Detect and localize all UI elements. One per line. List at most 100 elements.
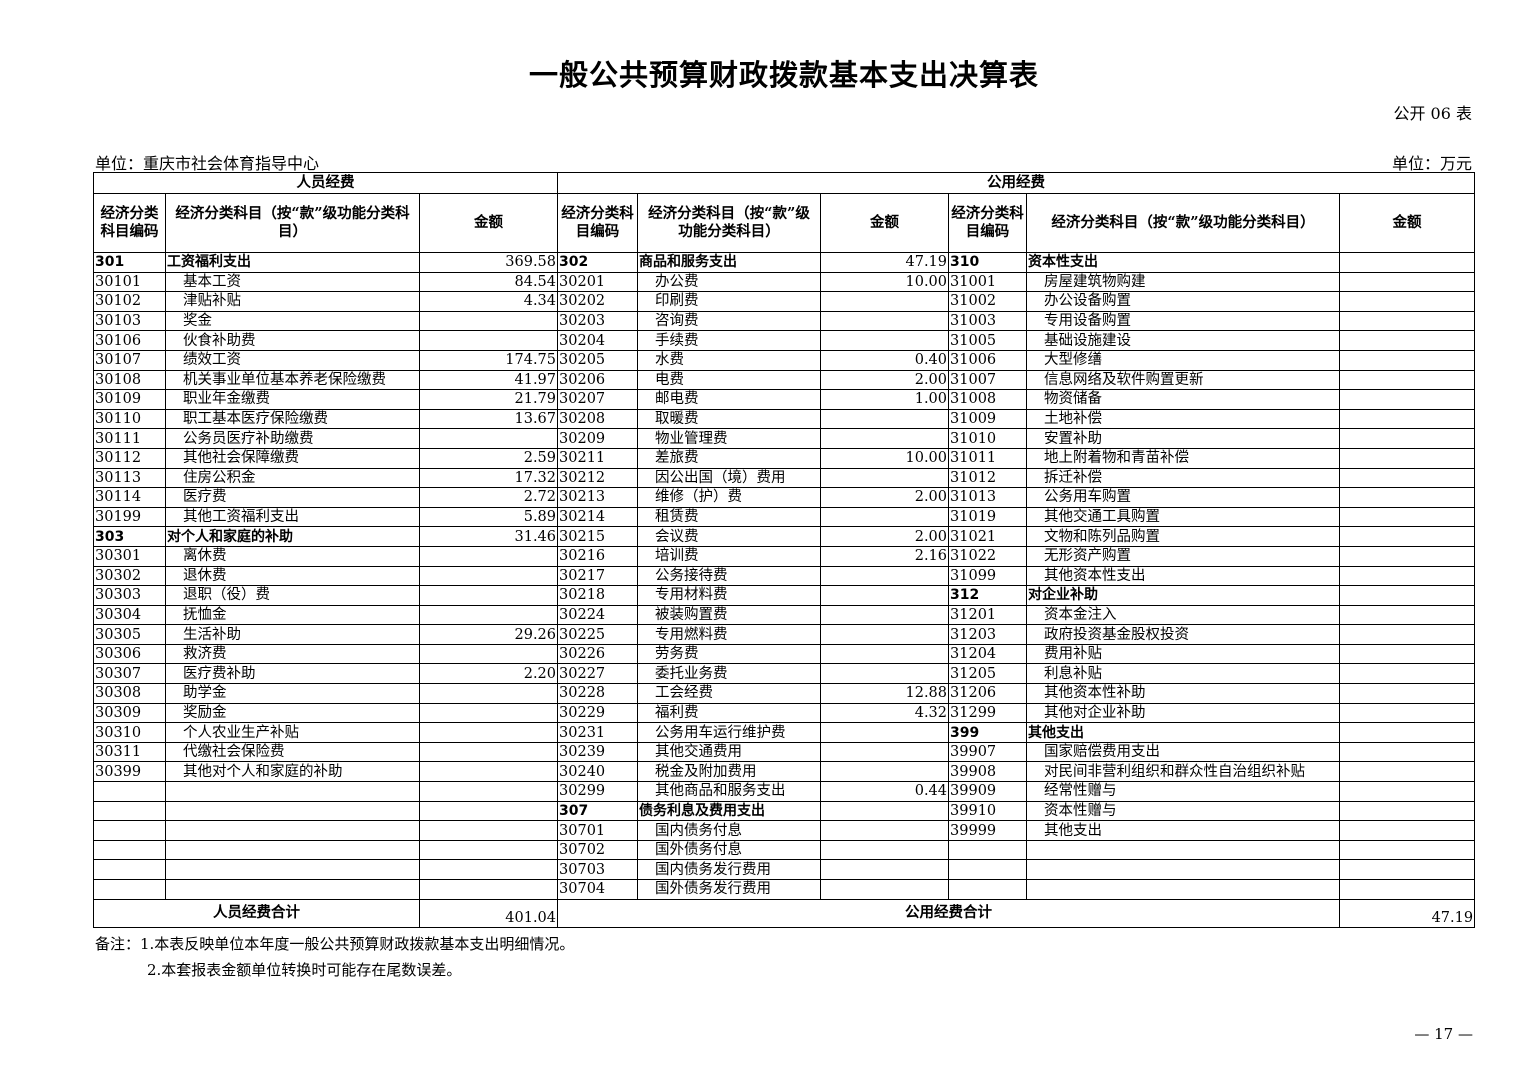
item-name: 其他支出 [1026, 820, 1341, 841]
table-row: 30306 救济费 30226 劳务费 31204 费用补贴 [93, 643, 1476, 665]
item-amount [820, 467, 950, 489]
item-code: 30399 [93, 761, 166, 783]
item-amount [820, 800, 950, 822]
table-row: 301 工资福利支出 369.58 302 商品和服务支出 47.19 310 资本性支出 [93, 252, 1476, 273]
item-code: 30216 [557, 545, 639, 567]
item-name: 地上附着物和青苗补偿 [1026, 447, 1341, 469]
item-amount [418, 722, 559, 743]
item-code: 31203 [948, 624, 1028, 645]
code-header: 经济分类科目编码 [557, 193, 639, 253]
item-name: 费用补贴 [1026, 643, 1341, 665]
item-name: 维修（护）费 [637, 487, 822, 508]
item-name: 债务利息及费用支出 [637, 800, 822, 822]
item-code: 30199 [93, 506, 166, 528]
item-amount: 1.00 [820, 389, 950, 410]
item-code: 30211 [557, 447, 639, 469]
currency-unit: 单位：万元 [1391, 154, 1472, 173]
item-code: 30113 [93, 467, 166, 489]
item-amount [820, 761, 950, 783]
item-name: 奖金 [165, 310, 420, 332]
item-amount [418, 781, 559, 802]
item-code: 39908 [948, 761, 1028, 783]
item-code: 31007 [948, 369, 1028, 391]
item-name: 专用燃料费 [637, 624, 822, 645]
item-code: 31019 [948, 506, 1028, 528]
item-name: 资本性支出 [1026, 252, 1341, 273]
item-name: 劳务费 [637, 643, 822, 665]
item-name: 国外债务发行费用 [637, 879, 822, 900]
table-row: 30311 代缴社会保险费 30239 其他交通费用 39907 国家赔偿费用支出 [93, 741, 1476, 763]
item-code: 30225 [557, 624, 639, 645]
item-code [93, 800, 166, 822]
item-name: 其他对个人和家庭的补助 [165, 761, 420, 783]
item-name: 医疗费 [165, 487, 420, 508]
item-amount: 10.00 [820, 447, 950, 469]
table-row: 30704 国外债务发行费用 [93, 879, 1476, 900]
table-row: 30107 绩效工资 174.75 30205 水费 0.40 31006 大型修缮 [93, 349, 1476, 371]
item-amount: 4.34 [418, 291, 559, 312]
item-amount: 2.20 [418, 663, 559, 685]
item-code: 30109 [93, 389, 166, 410]
item-amount: 84.54 [418, 271, 559, 293]
item-code: 30226 [557, 643, 639, 665]
item-name: 税金及附加费用 [637, 761, 822, 783]
name-header: 经济分类科目（按“款”级功能分类科目） [1026, 193, 1341, 253]
note-2: 2.本套报表金额单位转换时可能存在尾数误差。 [147, 961, 462, 979]
item-code: 31021 [948, 526, 1028, 547]
page-title: 一般公共预算财政拨款基本支出决算表 [528, 58, 1039, 92]
item-name: 专用设备购置 [1026, 310, 1341, 332]
item-name [165, 879, 420, 900]
notes: 备注：1.本表反映单位本年度一般公共预算财政拨款基本支出明细情况。 2.本套报表… [95, 931, 574, 983]
item-name: 职业年金缴费 [165, 389, 420, 410]
item-code: 30228 [557, 683, 639, 704]
page-number: — 17 — [1414, 1025, 1473, 1043]
item-amount: 2.00 [820, 526, 950, 547]
organization-unit: 单位：重庆市社会体育指导中心 [95, 154, 320, 173]
item-code: 31201 [948, 604, 1028, 626]
item-code: 31002 [948, 291, 1028, 312]
item-code: 30207 [557, 389, 639, 410]
item-name: 会议费 [637, 526, 822, 547]
table-row: 30307 医疗费补助 2.20 30227 委托业务费 31205 利息补贴 [93, 663, 1476, 685]
table-row: 30299 其他商品和服务支出 0.44 39909 经常性赠与 [93, 781, 1476, 802]
item-amount: 2.16 [820, 545, 950, 567]
item-name: 安置补助 [1026, 428, 1341, 449]
item-amount [418, 643, 559, 665]
table-row: 30111 公务员医疗补助缴费 30209 物业管理费 31010 安置补助 [93, 428, 1476, 449]
item-amount [1339, 663, 1476, 685]
item-name: 住房公积金 [165, 467, 420, 489]
item-amount [1339, 565, 1476, 587]
item-name [1026, 859, 1341, 880]
item-amount [820, 506, 950, 528]
table-row: 30103 奖金 30203 咨询费 31003 专用设备购置 [93, 310, 1476, 332]
item-amount [418, 604, 559, 626]
item-code: 30303 [93, 585, 166, 606]
item-code: 30302 [93, 565, 166, 587]
personnel-total-amount: 401.04 [418, 898, 559, 928]
item-name: 其他资本性支出 [1026, 565, 1341, 587]
table-row: 307 债务利息及费用支出 39910 资本性赠与 [93, 800, 1476, 822]
item-name: 职工基本医疗保险缴费 [165, 408, 420, 430]
item-amount [820, 310, 950, 332]
item-code [948, 879, 1028, 900]
table-row: 30304 抚恤金 30224 被装购置费 31201 资本金注入 [93, 604, 1476, 626]
item-name: 信息网络及软件购置更新 [1026, 369, 1341, 391]
item-amount [1339, 604, 1476, 626]
item-amount [418, 683, 559, 704]
item-code [93, 781, 166, 802]
item-code: 30224 [557, 604, 639, 626]
item-amount [820, 585, 950, 606]
item-name: 培训费 [637, 545, 822, 567]
item-amount [418, 839, 559, 861]
item-code: 30209 [557, 428, 639, 449]
item-code: 31204 [948, 643, 1028, 665]
item-code: 31022 [948, 545, 1028, 567]
item-amount: 17.32 [418, 467, 559, 489]
item-code: 30202 [557, 291, 639, 312]
item-name: 其他工资福利支出 [165, 506, 420, 528]
item-amount [820, 859, 950, 880]
table-row: 30308 助学金 30228 工会经费 12.88 31206 其他资本性补助 [93, 683, 1476, 704]
table-row: 30108 机关事业单位基本养老保险缴费 41.97 30206 电费 2.00 31007… [93, 369, 1476, 391]
item-amount [418, 820, 559, 841]
item-name: 差旅费 [637, 447, 822, 469]
